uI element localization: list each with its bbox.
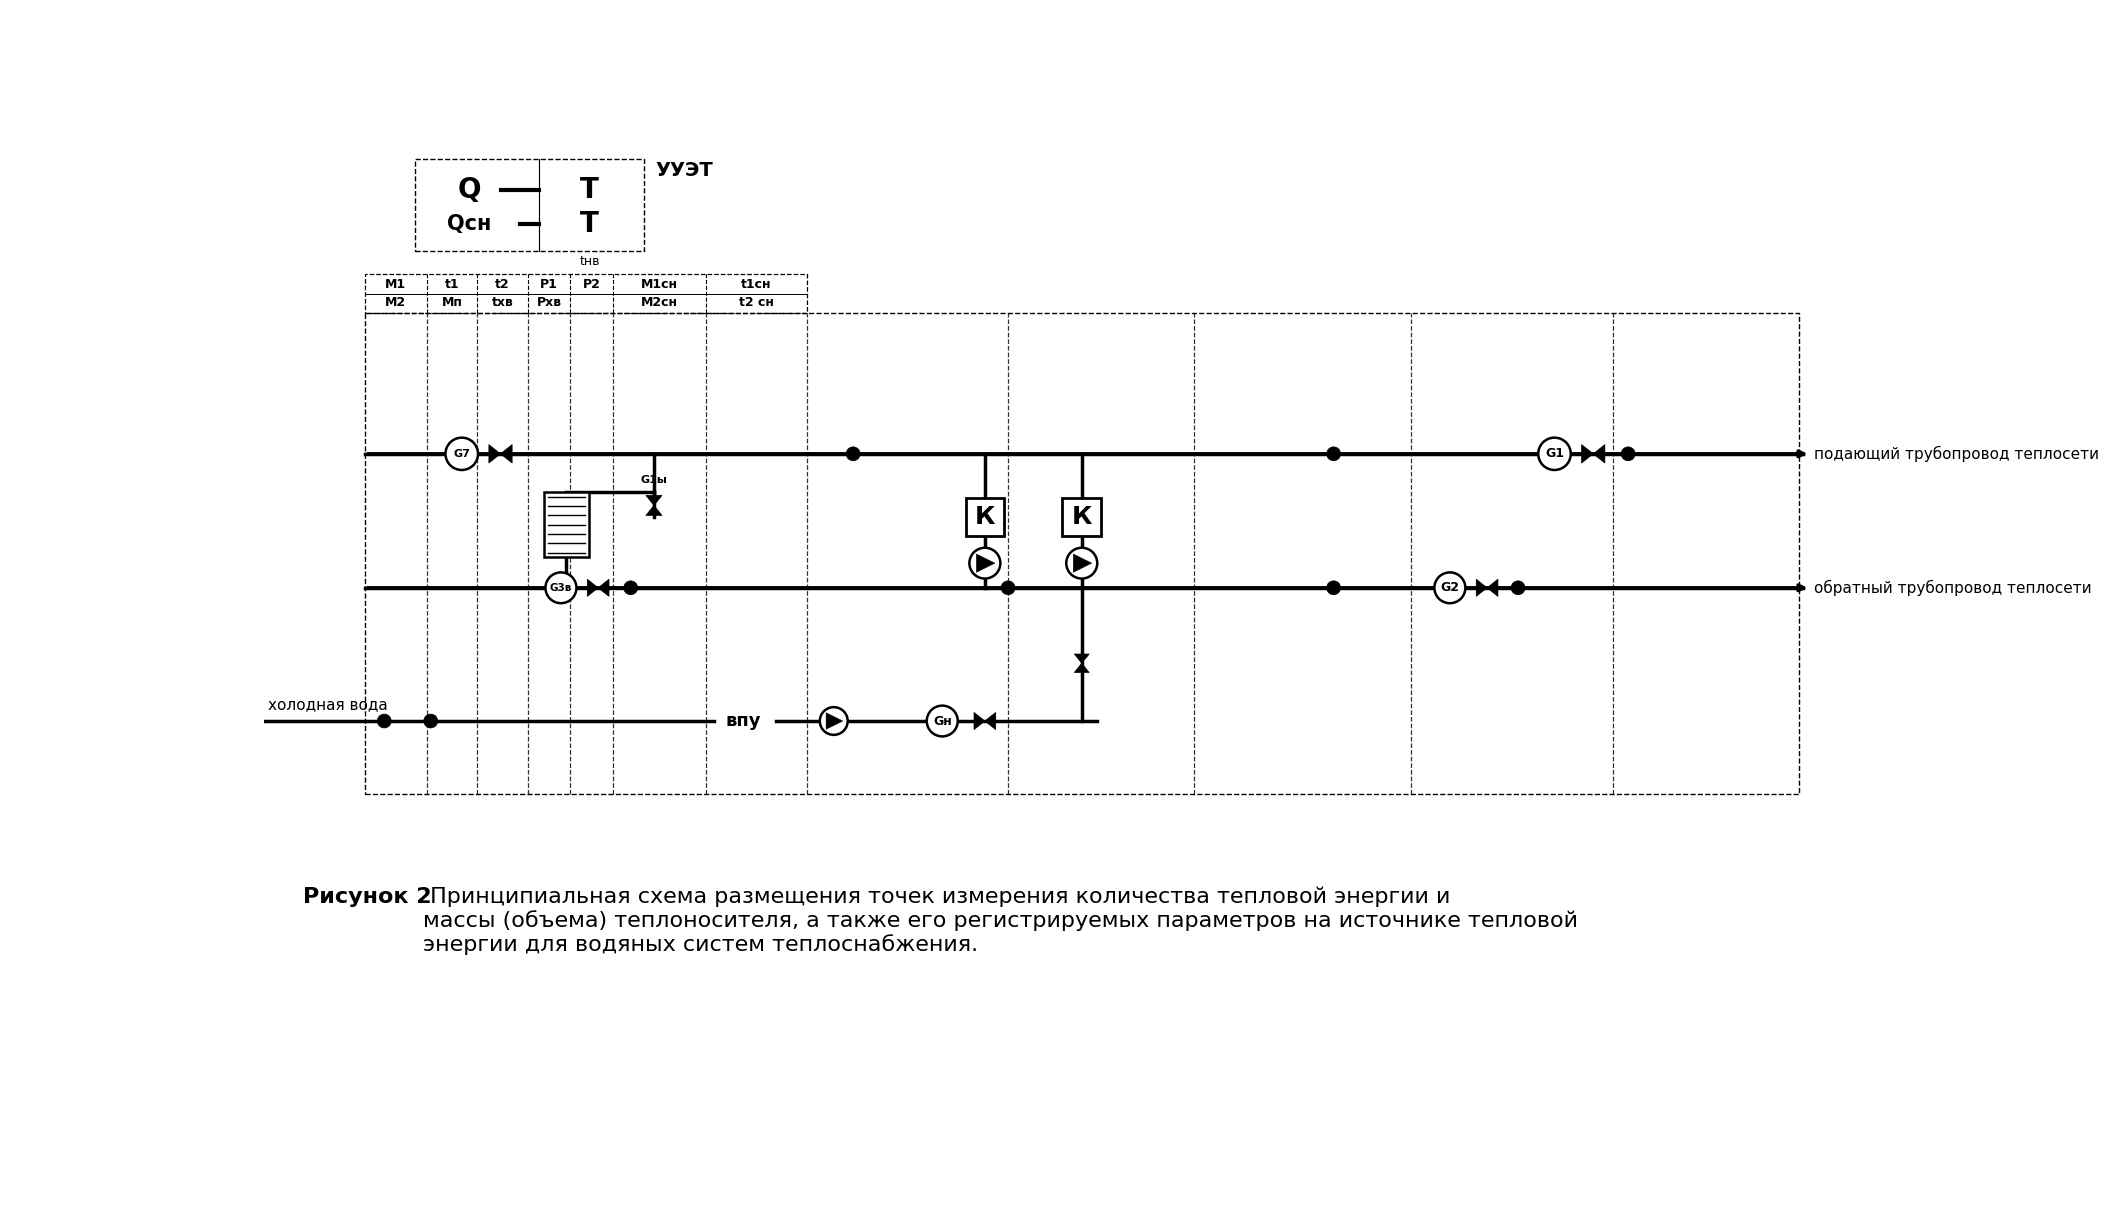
Text: P2: P2 xyxy=(583,279,600,291)
Polygon shape xyxy=(647,495,661,506)
Text: G1: G1 xyxy=(1545,447,1564,460)
Text: впу: впу xyxy=(725,712,761,729)
Text: T: T xyxy=(581,176,600,204)
Polygon shape xyxy=(488,445,501,463)
Text: T: T xyxy=(581,210,600,238)
Polygon shape xyxy=(1488,580,1498,597)
Text: G3в: G3в xyxy=(549,583,573,593)
Text: G2: G2 xyxy=(1441,581,1460,594)
Circle shape xyxy=(1327,447,1340,460)
Text: Рхв: Рхв xyxy=(537,296,562,309)
Circle shape xyxy=(623,581,638,594)
Polygon shape xyxy=(598,580,609,597)
Text: Gн: Gн xyxy=(932,715,951,727)
Text: Рисунок 2: Рисунок 2 xyxy=(302,887,431,906)
Polygon shape xyxy=(647,506,661,516)
Text: tхв: tхв xyxy=(492,296,513,309)
Circle shape xyxy=(928,706,957,737)
Text: Qсн: Qсн xyxy=(448,215,492,235)
Bar xyxy=(416,158,644,252)
Polygon shape xyxy=(1073,663,1088,673)
Polygon shape xyxy=(587,580,598,597)
Polygon shape xyxy=(826,712,843,729)
Text: P1: P1 xyxy=(541,279,558,291)
Circle shape xyxy=(820,707,847,734)
Text: M2сн: M2сн xyxy=(640,296,678,309)
Text: G7: G7 xyxy=(454,448,471,459)
Text: Мп: Мп xyxy=(442,296,463,309)
Circle shape xyxy=(1435,572,1466,603)
Polygon shape xyxy=(1073,655,1088,663)
Text: t2: t2 xyxy=(494,279,509,291)
Text: t2 сн: t2 сн xyxy=(740,296,773,309)
Circle shape xyxy=(446,437,478,470)
Bar xyxy=(966,497,1004,537)
Text: обратный трубопровод теплосети: обратный трубопровод теплосети xyxy=(1815,580,2092,596)
Bar xyxy=(366,313,1798,795)
Circle shape xyxy=(1621,447,1635,460)
Circle shape xyxy=(1327,581,1340,594)
Text: t1: t1 xyxy=(444,279,459,291)
Text: t1сн: t1сн xyxy=(742,279,771,291)
Text: К: К xyxy=(974,505,995,529)
Polygon shape xyxy=(985,712,995,729)
Polygon shape xyxy=(1583,445,1593,463)
Text: подающий трубопровод теплосети: подающий трубопровод теплосети xyxy=(1815,446,2098,462)
Circle shape xyxy=(970,548,999,578)
Bar xyxy=(1063,497,1101,537)
Circle shape xyxy=(545,572,577,603)
Polygon shape xyxy=(974,712,985,729)
Circle shape xyxy=(1067,548,1097,578)
Circle shape xyxy=(378,713,391,728)
Circle shape xyxy=(845,447,860,460)
Text: M1: M1 xyxy=(385,279,406,291)
Circle shape xyxy=(1002,581,1014,594)
Text: M2: M2 xyxy=(385,296,406,309)
Text: G1ы: G1ы xyxy=(640,474,668,485)
Text: Принципиальная схема размещения точек измерения количества тепловой энергии и
ма: Принципиальная схема размещения точек из… xyxy=(423,887,1578,955)
Polygon shape xyxy=(1593,445,1606,463)
Circle shape xyxy=(1511,581,1526,594)
Polygon shape xyxy=(976,554,995,572)
Text: УУЭТ: УУЭТ xyxy=(655,161,714,181)
Polygon shape xyxy=(501,445,511,463)
Circle shape xyxy=(1538,437,1570,470)
Polygon shape xyxy=(1477,580,1488,597)
Text: К: К xyxy=(1071,505,1092,529)
Text: M1сн: M1сн xyxy=(640,279,678,291)
Text: холодная вода: холодная вода xyxy=(268,696,389,712)
Polygon shape xyxy=(1073,554,1092,572)
Text: Q: Q xyxy=(459,176,482,204)
Circle shape xyxy=(425,713,437,728)
Bar xyxy=(366,274,807,313)
Text: tнв: tнв xyxy=(579,255,600,268)
Bar xyxy=(543,492,590,558)
